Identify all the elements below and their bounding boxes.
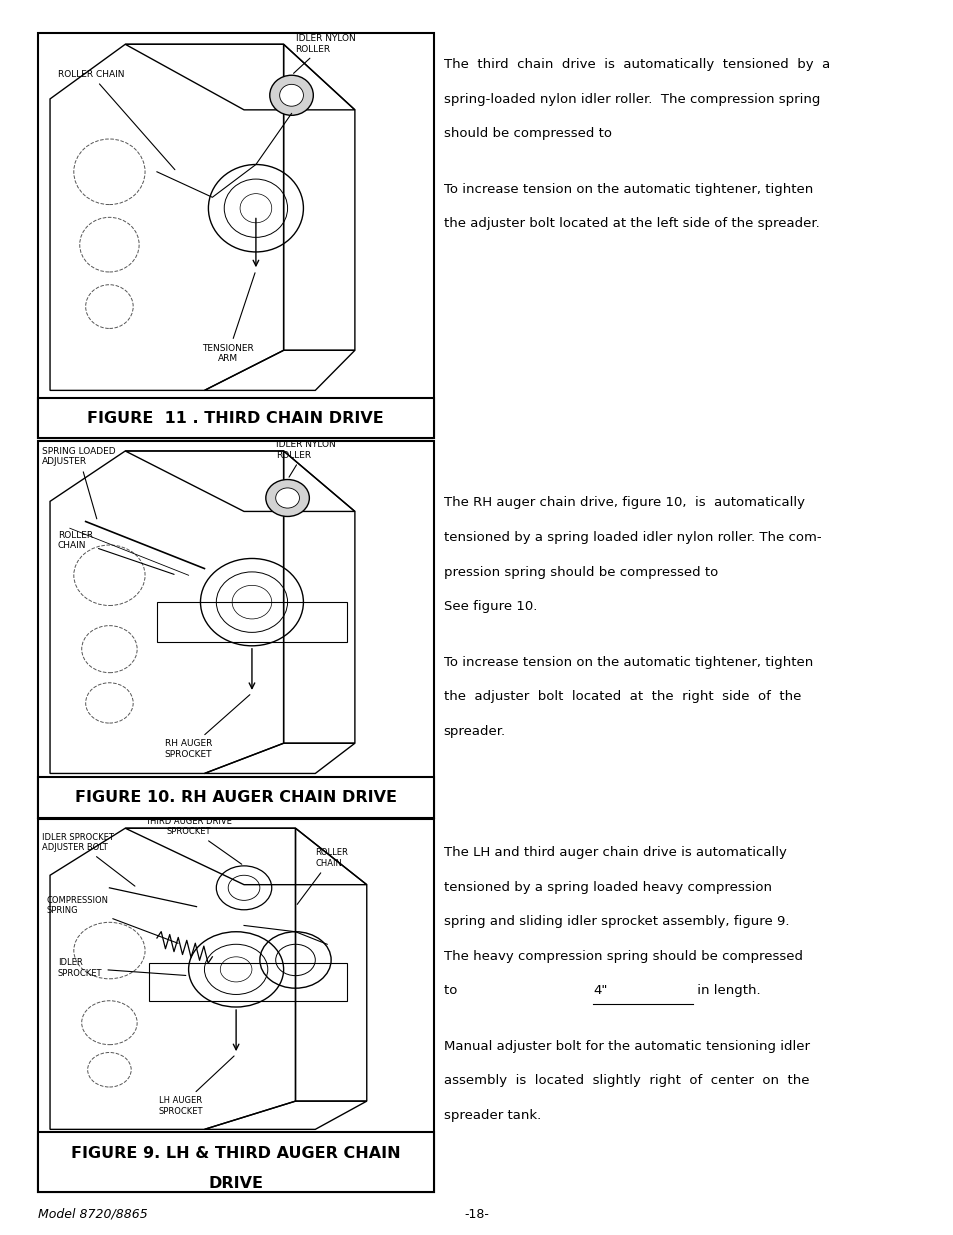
Text: Manual adjuster bolt for the automatic tensioning idler: Manual adjuster bolt for the automatic t… [443,1040,809,1052]
Text: spreader tank.: spreader tank. [443,1109,540,1121]
Bar [38,441,434,818]
Bar [38,819,434,1192]
Text: spring and sliding idler sprocket assembly, figure 9.: spring and sliding idler sprocket assemb… [443,915,788,929]
Text: To increase tension on the automatic tightener, tighten: To increase tension on the automatic tig… [443,656,812,668]
Text: FIGURE 9. LH & THIRD AUGER CHAIN: FIGURE 9. LH & THIRD AUGER CHAIN [71,1146,400,1161]
Text: THIRD AUGER DRIVE
SPROCKET: THIRD AUGER DRIVE SPROCKET [145,818,241,864]
Text: To increase tension on the automatic tightener, tighten: To increase tension on the automatic tig… [443,183,812,195]
Text: ROLLER
CHAIN: ROLLER CHAIN [58,531,173,574]
Text: the  adjuster  bolt  located  at  the  right  side  of  the: the adjuster bolt located at the right s… [443,690,801,703]
Circle shape [270,75,313,115]
Text: The RH auger chain drive, figure 10,  is  automatically: The RH auger chain drive, figure 10, is … [443,496,803,510]
Circle shape [279,84,303,106]
Text: SPRING LOADED
ADJUSTER: SPRING LOADED ADJUSTER [42,447,115,519]
Text: LH AUGER
SPROCKET: LH AUGER SPROCKET [158,1056,233,1115]
Text: IDLER SPROCKET
ADJUSTER BOLT: IDLER SPROCKET ADJUSTER BOLT [42,832,134,887]
Text: DRIVE: DRIVE [208,1176,263,1191]
Text: ROLLER
CHAIN: ROLLER CHAIN [296,848,348,904]
Text: pression spring should be compressed to: pression spring should be compressed to [443,566,721,579]
Text: tensioned by a spring loaded idler nylon roller. The com-: tensioned by a spring loaded idler nylon… [443,531,821,545]
Bar [38,777,434,818]
Text: spreader.: spreader. [443,725,505,737]
Text: IDLER NYLON
ROLLER: IDLER NYLON ROLLER [275,441,335,477]
Text: The LH and third auger chain drive is automatically: The LH and third auger chain drive is au… [443,846,785,860]
Text: IDLER
SPROCKET: IDLER SPROCKET [58,958,186,978]
Text: The  third  chain  drive  is  automatically  tensioned  by  a: The third chain drive is automatically t… [443,58,829,72]
Text: ROLLER CHAIN: ROLLER CHAIN [58,70,174,169]
Circle shape [275,488,299,508]
Text: FIGURE  11 . THIRD CHAIN DRIVE: FIGURE 11 . THIRD CHAIN DRIVE [87,410,384,426]
Text: RH AUGER
SPROCKET: RH AUGER SPROCKET [165,694,250,758]
Text: See figure 10.: See figure 10. [443,600,537,614]
Text: FIGURE 10. RH AUGER CHAIN DRIVE: FIGURE 10. RH AUGER CHAIN DRIVE [74,789,396,805]
Text: TENSIONER
ARM: TENSIONER ARM [202,273,254,363]
Text: IDLER NYLON
ROLLER: IDLER NYLON ROLLER [294,35,355,73]
Text: The heavy compression spring should be compressed: The heavy compression spring should be c… [443,950,801,963]
Text: should be compressed to: should be compressed to [443,127,616,141]
Text: 4": 4" [593,984,607,998]
Text: the adjuster bolt located at the left side of the spreader.: the adjuster bolt located at the left si… [443,217,819,230]
Text: in length.: in length. [692,984,760,998]
Bar [38,33,434,438]
Text: -18-: -18- [464,1208,489,1221]
Bar [38,1132,434,1192]
Text: to: to [443,984,460,998]
Circle shape [266,479,309,516]
Text: spring-loaded nylon idler roller.  The compression spring: spring-loaded nylon idler roller. The co… [443,93,820,106]
Bar [38,398,434,438]
Text: COMPRESSION
SPRING: COMPRESSION SPRING [46,895,178,944]
Text: Model 8720/8865: Model 8720/8865 [38,1208,148,1221]
Text: assembly  is  located  slightly  right  of  center  on  the: assembly is located slightly right of ce… [443,1074,808,1087]
Text: tensioned by a spring loaded heavy compression: tensioned by a spring loaded heavy compr… [443,881,771,894]
